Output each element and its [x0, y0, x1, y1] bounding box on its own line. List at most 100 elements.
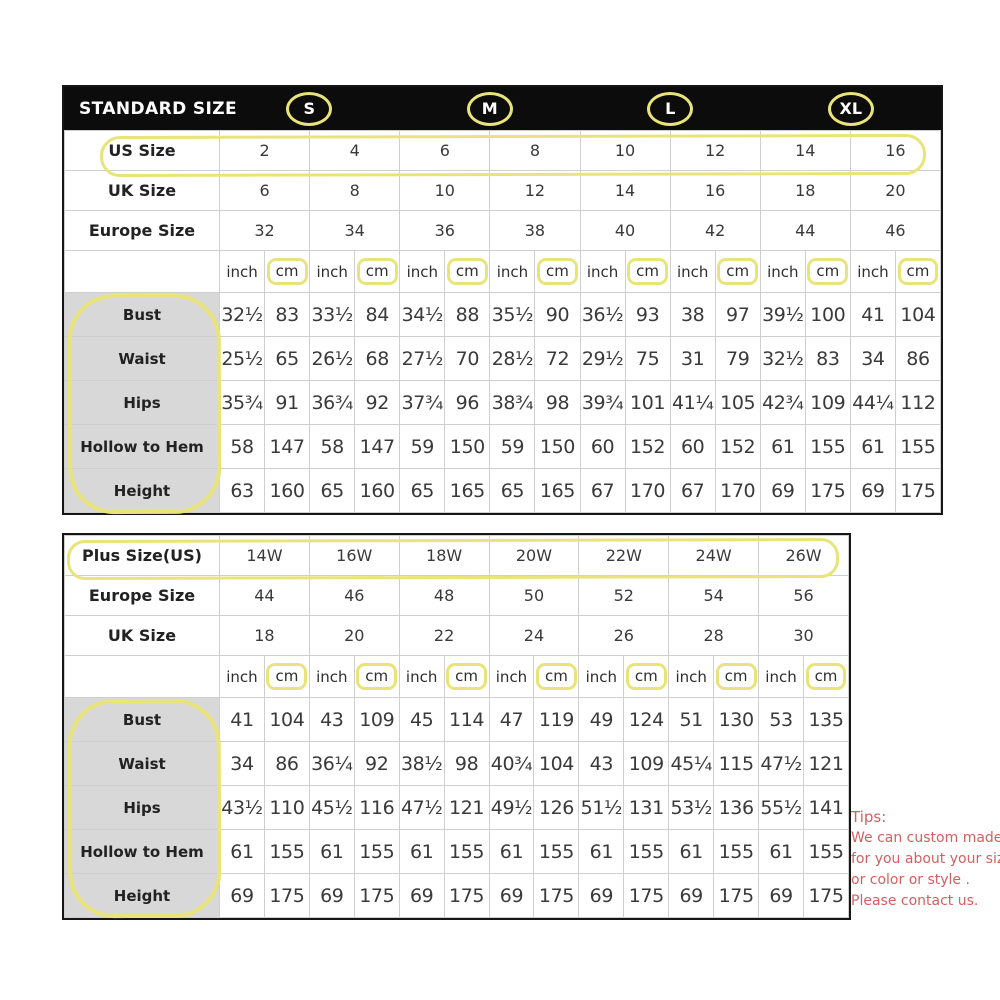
size-cell: 10: [579, 130, 671, 171]
measure-cell: 155: [353, 829, 400, 874]
measure-cell: 96: [444, 380, 491, 425]
measure-cell: 59: [399, 424, 446, 469]
size-cell: 36: [399, 210, 491, 251]
unit-inch-cell: inch: [398, 655, 445, 698]
measure-cell: 61: [849, 424, 896, 469]
measure-cell: 175: [623, 873, 670, 918]
measure-cell: 83: [264, 292, 311, 337]
size-cell: 40: [579, 210, 671, 251]
row-label: Height: [64, 873, 220, 918]
measure-cell: 91: [264, 380, 311, 425]
measure-row: Bust 41 104 43 109 45 114 47 119 49 124 51 130 53 135: [64, 697, 850, 742]
measure-cell: 150: [534, 424, 581, 469]
row-label: UK Size: [64, 615, 220, 656]
measure-cell: 34: [849, 336, 896, 381]
measure-cell: 55½: [758, 785, 804, 830]
unit-cm-cell: cm: [623, 655, 670, 698]
measure-row: Hips 35¾ 91 36¾ 92 37¾ 96 38¾ 98 39¾ 101 41¼ 105 42¾ 1…: [64, 380, 942, 425]
measure-cell: 98: [534, 380, 581, 425]
measure-cell: 38: [669, 292, 716, 337]
measure-cell: 69: [759, 468, 806, 513]
cm-highlight-box: cm: [537, 258, 578, 285]
measure-cell: 170: [624, 468, 671, 513]
measure-cell: 114: [443, 697, 490, 742]
measure-cell: 51: [668, 697, 715, 742]
measure-cell: 69: [849, 468, 896, 513]
size-cell: 50: [488, 575, 580, 616]
measure-cell: 155: [894, 424, 942, 469]
unit-cm-cell: cm: [533, 655, 580, 698]
size-group-badges: S M L XL: [219, 87, 941, 130]
row-label: Hips: [64, 785, 220, 830]
measure-cell: 119: [533, 697, 580, 742]
tips-line: Please contact us.: [851, 893, 979, 909]
size-row: Plus Size(US) 14W 16W 18W 20W 22W 24W 26W: [64, 535, 849, 576]
cm-highlight-box: cm: [627, 258, 669, 285]
size-cell: 48: [398, 575, 490, 616]
measure-cell: 109: [623, 741, 670, 786]
measure-cell: 45½: [308, 785, 355, 830]
standard-size-grid: US Size 2 4 6 8 10 12 14 16 UK Size 6 8 10 12 14 16 18 20…: [64, 130, 942, 513]
cm-highlight-box: cm: [356, 663, 398, 690]
unit-inch-cell: inch: [308, 655, 355, 698]
measure-cell: 32½: [218, 292, 266, 337]
standard-size-header: STANDARD SIZE S M L XL: [64, 87, 941, 130]
measure-cell: 61: [219, 829, 265, 874]
measure-cell: 70: [444, 336, 491, 381]
measure-cell: 155: [533, 829, 580, 874]
measure-cell: 41: [219, 697, 265, 742]
size-cell: 44: [759, 210, 851, 251]
size-group-s: S: [219, 87, 400, 130]
size-cell: 16: [669, 170, 761, 211]
measure-cell: 175: [804, 468, 851, 513]
measure-cell: 136: [713, 785, 760, 830]
measure-cell: 115: [713, 741, 760, 786]
measure-cell: 104: [533, 741, 580, 786]
size-cell: 8: [309, 170, 401, 211]
measure-cell: 36¾: [309, 380, 356, 425]
measure-cell: 109: [804, 380, 851, 425]
tips-line: We can custom made: [851, 830, 1000, 846]
measure-cell: 141: [802, 785, 850, 830]
unit-row: inch cm inch cm inch cm inch cm inch cm inch cm inch…: [64, 250, 942, 293]
size-cell: 20: [849, 170, 942, 211]
size-cell: 2: [218, 130, 311, 171]
size-cell: 14: [579, 170, 671, 211]
measure-cell: 175: [263, 873, 310, 918]
measure-cell: 155: [263, 829, 310, 874]
cm-highlight-box: cm: [446, 258, 488, 285]
measure-cell: 69: [308, 873, 355, 918]
measure-cell: 147: [264, 424, 311, 469]
measure-cell: 155: [804, 424, 851, 469]
size-cell: 10: [399, 170, 491, 211]
row-label-empty: [64, 250, 220, 293]
tips-title: Tips:: [851, 808, 887, 826]
measure-row: Bust 32½ 83 33½ 84 34½ 88 35½ 90 36½ 93 38 97 39½ 100 4…: [64, 292, 942, 337]
measure-cell: 61: [398, 829, 445, 874]
measure-cell: 59: [489, 424, 536, 469]
measure-cell: 65: [309, 468, 356, 513]
measure-cell: 93: [624, 292, 671, 337]
measure-cell: 165: [444, 468, 491, 513]
measure-cell: 67: [669, 468, 716, 513]
row-label: Waist: [64, 336, 220, 381]
measure-row: Height 63 160 65 160 65 165 65 165 67 170 67 170 69 17…: [64, 468, 942, 513]
size-badge-xl: XL: [827, 91, 874, 126]
row-label: Europe Size: [64, 210, 220, 251]
unit-cm-cell: cm: [353, 655, 400, 698]
unit-cm-cell: cm: [624, 250, 671, 293]
unit-cm-cell: cm: [894, 250, 942, 293]
measure-cell: 175: [802, 873, 850, 918]
measure-cell: 47: [488, 697, 535, 742]
size-row: UK Size 18 20 22 24 26 28 30: [64, 615, 849, 656]
row-label: Bust: [64, 697, 220, 742]
cm-highlight-box: cm: [535, 663, 577, 690]
size-cell: 24: [488, 615, 580, 656]
row-label: Plus Size(US): [64, 535, 220, 576]
measure-cell: 44¼: [849, 380, 896, 425]
measure-cell: 47½: [758, 741, 804, 786]
measure-cell: 34: [219, 741, 265, 786]
row-label: Height: [64, 468, 220, 513]
measure-row: Hollow to Hem 61 155 61 155 61 155 61 155 61 155 61…: [64, 829, 850, 874]
measure-row: Hollow to Hem 58 147 58 147 59 150 59 150 60 152 60…: [64, 424, 942, 469]
